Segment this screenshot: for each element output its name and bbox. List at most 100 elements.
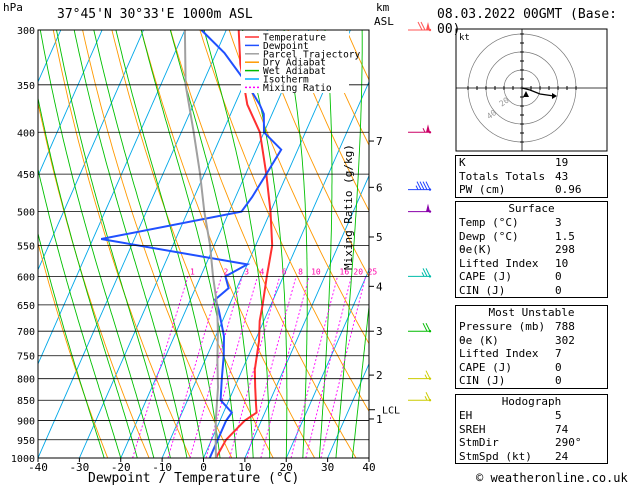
legend-label: Wet Adiabat xyxy=(263,66,326,77)
x-tick-label: 10 xyxy=(238,461,251,474)
legend-label: Temperature xyxy=(263,33,326,44)
isotherm-line xyxy=(38,30,144,271)
mixing-ratio-line xyxy=(205,276,258,458)
mixing-ratio-label: 4 xyxy=(259,267,264,276)
mixing-ratio-axis-label: Mixing Ratio (g/kg) xyxy=(342,144,355,270)
pressure-tick-label: 500 xyxy=(17,208,35,219)
hodograph-table: Hodograph EH 5 SREH 74 StmDir 290° StmSpd (… xyxy=(455,394,608,464)
isotherm-line xyxy=(38,30,103,177)
dry-adiabat-line xyxy=(140,30,315,458)
mixing-ratio-labels: 1 2 3 4 6 8 10 16 20 25 xyxy=(190,267,377,276)
legend-label: Dewpoint xyxy=(263,41,309,52)
wind-barb-full xyxy=(425,181,431,190)
location-title: 37°45'N 30°33'E 1000m ASL xyxy=(57,7,253,22)
hpa-label: hPa xyxy=(3,1,23,14)
legend-label: Mixing Ratio xyxy=(263,83,332,94)
km-tick-label: 3 xyxy=(376,325,383,338)
mixing-ratio-line xyxy=(132,276,189,458)
x-tick-label: -30 xyxy=(69,461,89,474)
mixing-ratio-line xyxy=(246,276,297,458)
datetime-label: 08.03.2022 00GMT (Base: 00) xyxy=(437,7,618,37)
wind-barb-half xyxy=(421,272,425,277)
wet-adiabat-line xyxy=(283,30,308,458)
dry-adiabat-line xyxy=(228,30,369,345)
km-label: km xyxy=(376,1,390,14)
indices-table: K 19 Totals Totals 43 PW (cm) 0.96 xyxy=(455,155,608,198)
wet-adiabat-line xyxy=(39,30,155,458)
wind-barb-tip xyxy=(428,28,432,32)
x-tick-label: -40 xyxy=(28,461,48,474)
km-tick-label: 6 xyxy=(376,181,383,194)
legend-label: Dry Adiabat xyxy=(263,58,326,69)
surface-table: Surface Temp (°C) 3 Dewp (°C) 1.5 θe(K) 298… xyxy=(455,201,608,298)
wind-barb-tip xyxy=(428,330,432,333)
wind-barb-tip xyxy=(428,131,432,134)
hodograph-arrowhead xyxy=(552,93,557,99)
km-tick-label: 2 xyxy=(376,369,383,382)
wind-barb-full xyxy=(422,322,428,332)
most-unstable-title: Most Unstable xyxy=(488,306,575,319)
copyright-label: © weatheronline.co.uk xyxy=(476,471,628,485)
x-axis-label: Dewpoint / Temperature (°C) xyxy=(88,471,300,486)
isotherm-line xyxy=(203,80,369,458)
mixing-ratio-line xyxy=(260,276,310,458)
km-tick-label: 5 xyxy=(376,231,383,244)
pressure-tick-label: 850 xyxy=(17,396,35,407)
mixing-ratio-label: 10 xyxy=(311,267,321,276)
pressure-tick-label: 750 xyxy=(17,352,35,363)
km-tick-label: 1 xyxy=(376,413,383,426)
wet-adiabat-line xyxy=(351,302,369,458)
wind-barb-full xyxy=(425,322,431,332)
wind-barb-pennant xyxy=(426,22,430,30)
temperature-line xyxy=(215,30,274,458)
hodograph-trace xyxy=(521,87,555,97)
wind-barb-full xyxy=(422,181,428,190)
wind-barb-full xyxy=(420,21,426,31)
wet-adiabat-line xyxy=(318,30,333,458)
surface-title: Surface xyxy=(508,202,555,215)
pressure-tick-label: 950 xyxy=(17,436,35,447)
storm-motion-marker xyxy=(523,91,529,97)
pressure-tick-label: 900 xyxy=(17,417,35,428)
pressure-tick-label: 350 xyxy=(17,81,35,92)
mixing-ratio-label: 3 xyxy=(244,267,249,276)
wind-barb-half xyxy=(424,374,428,379)
wind-barb-tip xyxy=(428,188,432,191)
isotherm-line xyxy=(327,362,369,458)
mixing-ratio-line xyxy=(167,276,222,458)
most-unstable-table: Most Unstable Pressure (mb) 788 θe (K) 302… xyxy=(455,305,608,389)
x-tick-label: 40 xyxy=(362,461,375,474)
wind-barb-pennant xyxy=(426,124,430,133)
legend-label: Isotherm xyxy=(263,75,309,86)
mixing-ratio-label: 20 xyxy=(353,267,363,276)
pressure-tick-label: 800 xyxy=(17,375,35,386)
wind-barb-full xyxy=(425,268,431,277)
km-tick-label: 7 xyxy=(376,135,383,148)
dry-adiabat-line xyxy=(258,30,369,278)
mixing-ratio-label: 1 xyxy=(190,267,195,276)
pressure-tick-label: 650 xyxy=(17,301,35,312)
mixing-ratio-label: 2 xyxy=(223,267,228,276)
wet-adiabat-line xyxy=(203,30,271,458)
wind-barb-half xyxy=(424,396,428,401)
lcl-label: LCL xyxy=(382,406,400,417)
pressure-tick-label: 550 xyxy=(17,241,35,252)
hodograph-unit-label: kt xyxy=(459,33,470,43)
isotherm-line xyxy=(78,30,269,458)
pressure-tick-label: 600 xyxy=(17,272,35,283)
dry-adiabat-line xyxy=(610,30,629,458)
x-tick-label: 30 xyxy=(321,461,334,474)
mixing-ratio-line xyxy=(320,276,367,458)
pressure-tick-label: 300 xyxy=(17,26,35,37)
wind-barb-tip xyxy=(428,399,432,402)
mixing-ratio-label: 25 xyxy=(368,267,378,276)
mixing-ratio-line xyxy=(229,276,281,458)
wind-barbs xyxy=(408,21,432,402)
pw-row: PW (cm) 0.96 xyxy=(459,183,582,196)
x-tick-label: -10 xyxy=(152,461,172,474)
pressure-tick-label: 1000 xyxy=(11,454,35,465)
pressure-tick-label: 400 xyxy=(17,128,35,139)
dewpoint-line xyxy=(101,30,283,458)
